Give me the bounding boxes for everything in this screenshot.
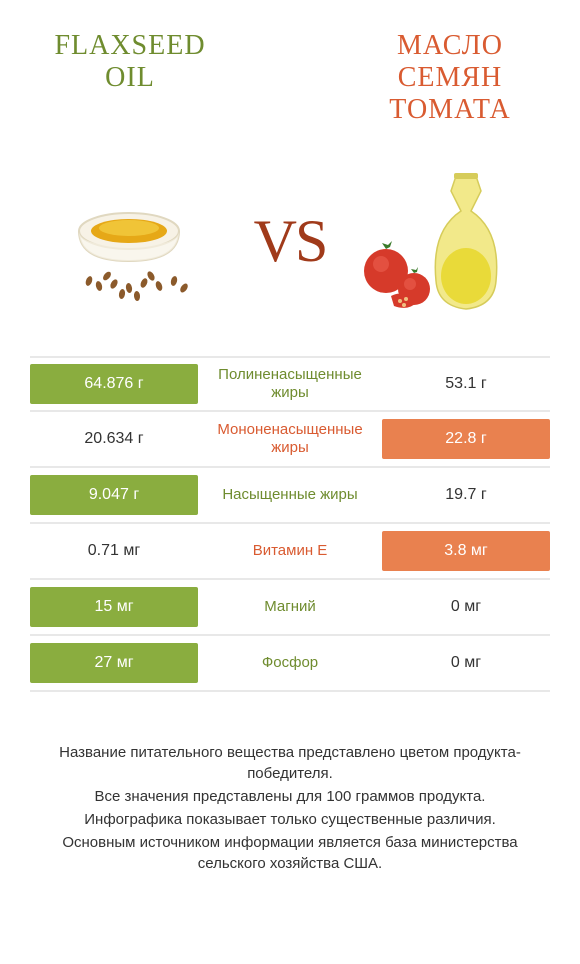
left-value-cell: 9.047 г xyxy=(30,475,198,515)
nutrient-label: Фосфор xyxy=(198,654,382,672)
flaxseed-oil-image xyxy=(54,166,234,316)
left-value-cell: 20.634 г xyxy=(30,419,198,459)
comparison-table: 64.876 гПолиненасыщенные жиры53.1 г20.63… xyxy=(0,356,580,692)
tomato-seed-oil-image xyxy=(346,166,526,316)
header: FLAXSEED OIL МАСЛО СЕМЯН ТОМАТА xyxy=(0,0,580,126)
table-row: 0.71 мгВитамин E3.8 мг xyxy=(30,524,550,580)
table-row: 64.876 гПолиненасыщенные жиры53.1 г xyxy=(30,356,550,412)
images-row: VS xyxy=(0,146,580,336)
right-value-cell: 19.7 г xyxy=(382,475,550,515)
right-title-line2: СЕМЯН xyxy=(398,62,503,93)
left-value-cell: 27 мг xyxy=(30,643,198,683)
table-row: 27 мгФосфор0 мг xyxy=(30,636,550,692)
table-row: 20.634 гМононенасыщенные жиры22.8 г xyxy=(30,412,550,468)
footer-line4: Основным источником информации является … xyxy=(30,832,550,874)
left-value-cell: 15 мг xyxy=(30,587,198,627)
table-row: 15 мгМагний0 мг xyxy=(30,580,550,636)
right-value-cell: 0 мг xyxy=(382,587,550,627)
footer-line3: Инфографика показывает только существенн… xyxy=(30,809,550,830)
nutrient-label: Магний xyxy=(198,598,382,616)
nutrient-label: Насыщенные жиры xyxy=(198,486,382,504)
right-value-cell: 53.1 г xyxy=(382,364,550,404)
right-product-title: МАСЛО СЕМЯН ТОМАТА xyxy=(350,30,550,126)
right-value-cell: 0 мг xyxy=(382,643,550,683)
nutrient-label: Полиненасыщенные жиры xyxy=(198,366,382,402)
table-row: 9.047 гНасыщенные жиры19.7 г xyxy=(30,468,550,524)
right-value-cell: 3.8 мг xyxy=(382,531,550,571)
left-title-line2: OIL xyxy=(105,62,155,93)
right-title-line3: ТОМАТА xyxy=(389,94,511,125)
nutrient-label: Мононенасыщенные жиры xyxy=(198,421,382,457)
nutrient-label: Витамин E xyxy=(198,542,382,560)
left-value-cell: 64.876 г xyxy=(30,364,198,404)
left-title-line1: FLAXSEED xyxy=(54,30,205,61)
footer-line2: Все значения представлены для 100 граммо… xyxy=(30,786,550,807)
vs-label: VS xyxy=(254,207,327,276)
right-title-line1: МАСЛО xyxy=(397,30,503,61)
left-value-cell: 0.71 мг xyxy=(30,531,198,571)
right-value-cell: 22.8 г xyxy=(382,419,550,459)
footer-line1: Название питательного вещества представл… xyxy=(30,742,550,784)
left-product-title: FLAXSEED OIL xyxy=(30,30,230,94)
footer-notes: Название питательного вещества представл… xyxy=(0,742,580,874)
